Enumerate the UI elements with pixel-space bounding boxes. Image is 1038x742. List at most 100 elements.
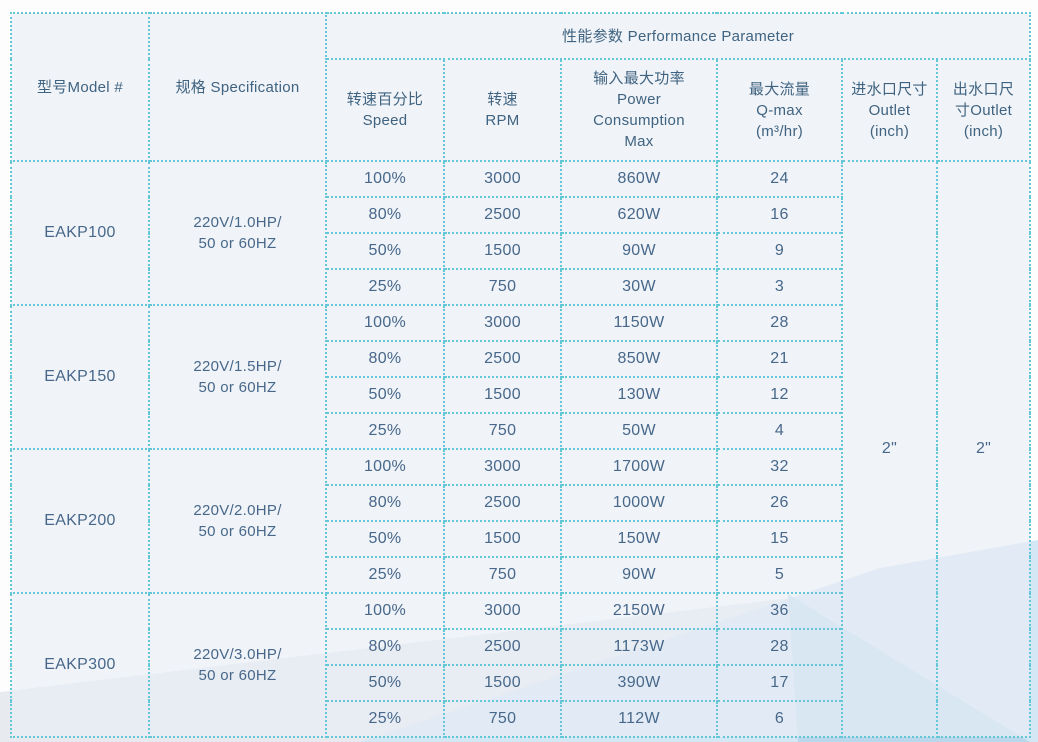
table-row: 50% 1500 90W 9 (11, 232, 1030, 270)
power-cell: 90W (560, 556, 718, 594)
rpm-cell: 750 (443, 268, 562, 306)
header-power-consumption: 输入最大功率 Power Consumption Max (560, 58, 718, 162)
table-row: 80% 2500 850W 21 (11, 340, 1030, 378)
rpm-cell: 1500 (443, 664, 562, 702)
table-row: 80% 2500 1000W 26 (11, 484, 1030, 522)
rpm-cell: 1500 (443, 232, 562, 270)
speed-cell: 25% (325, 700, 445, 738)
rpm-cell: 750 (443, 412, 562, 450)
table-row: 50% 1500 390W 17 (11, 664, 1030, 702)
speed-cell: 100% (325, 304, 445, 342)
qmax-cell: 36 (716, 592, 843, 630)
spec-cell: 220V/1.5HP/ 50 or 60HZ (148, 304, 327, 450)
power-cell: 1173W (560, 628, 718, 666)
table-row: EAKP200 220V/2.0HP/ 50 or 60HZ 100% 3000… (10, 448, 1030, 594)
power-cell: 390W (560, 664, 718, 702)
header-inlet-size: 进水口尺寸 Outlet (inch) (841, 58, 938, 162)
speed-cell: 100% (325, 592, 445, 630)
qmax-cell: 3 (716, 268, 843, 306)
header-outlet-size: 出水口尺 寸Outlet (inch) (935, 58, 1032, 162)
power-cell: 90W (560, 232, 718, 270)
rpm-cell: 1500 (443, 520, 562, 558)
power-cell: 850W (560, 340, 718, 378)
model-cell: EAKP300 (10, 592, 150, 738)
qmax-cell: 21 (716, 340, 843, 378)
table-row: EAKP100 220V/1.0HP/ 50 or 60HZ 100% 3000… (10, 160, 1032, 738)
power-cell: 1700W (560, 448, 718, 486)
speed-cell: 80% (325, 484, 445, 522)
table-row: 50% 1500 150W 15 (11, 520, 1030, 558)
header-model: 型号Model # (10, 12, 150, 162)
table-row: 25% 750 50W 4 (11, 412, 1030, 450)
power-cell: 50W (560, 412, 718, 450)
power-cell: 30W (560, 268, 718, 306)
qmax-cell: 24 (716, 160, 843, 198)
qmax-cell: 9 (716, 232, 843, 270)
power-cell: 860W (560, 160, 718, 198)
power-cell: 130W (560, 376, 718, 414)
rpm-cell: 750 (443, 556, 562, 594)
header-rpm: 转速 RPM (443, 58, 562, 162)
model-cell: EAKP100 (10, 160, 150, 306)
qmax-cell: 26 (716, 484, 843, 522)
qmax-cell: 32 (716, 448, 843, 486)
speed-cell: 25% (325, 268, 445, 306)
qmax-cell: 16 (716, 196, 843, 234)
rpm-cell: 2500 (443, 340, 562, 378)
power-cell: 1150W (560, 304, 718, 342)
table-row: EAKP150 220V/1.5HP/ 50 or 60HZ 100% 3000… (10, 304, 1030, 450)
header-performance-parameter: 性能参数 Performance Parameter (324, 12, 1032, 60)
header-specification: 规格 Specification (148, 12, 327, 162)
table-row: 80% 2500 1173W 28 (11, 628, 1030, 666)
model-cell: EAKP200 (10, 448, 150, 594)
rpm-cell: 750 (443, 700, 562, 738)
qmax-cell: 12 (716, 376, 843, 414)
rpm-cell: 3000 (443, 448, 562, 486)
power-cell: 1000W (560, 484, 718, 522)
rpm-cell: 2500 (443, 628, 562, 666)
performance-spec-table: 型号Model # 规格 Specification 性能参数 Performa… (10, 12, 1032, 738)
qmax-cell: 6 (716, 700, 843, 738)
speed-cell: 25% (325, 556, 445, 594)
qmax-cell: 4 (716, 412, 843, 450)
model-cell: EAKP150 (10, 304, 150, 450)
speed-cell: 80% (325, 196, 445, 234)
spec-cell: 220V/3.0HP/ 50 or 60HZ (148, 592, 327, 738)
header-qmax: 最大流量 Q-max (m³/hr) (716, 58, 843, 162)
rpm-cell: 3000 (443, 304, 562, 342)
header-speed-percent: 转速百分比 Speed (325, 58, 445, 162)
table-row: 25% 750 90W 5 (11, 556, 1030, 594)
table-row: 50% 1500 130W 12 (11, 376, 1030, 414)
power-cell: 620W (560, 196, 718, 234)
qmax-cell: 17 (716, 664, 843, 702)
speed-cell: 50% (325, 376, 445, 414)
speed-cell: 100% (325, 448, 445, 486)
inlet-size-cell: 2" (841, 160, 938, 738)
speed-cell: 80% (325, 340, 445, 378)
qmax-cell: 28 (716, 304, 843, 342)
speed-cell: 50% (325, 232, 445, 270)
qmax-cell: 15 (716, 520, 843, 558)
rpm-cell: 1500 (443, 376, 562, 414)
qmax-cell: 5 (716, 556, 843, 594)
speed-cell: 80% (325, 628, 445, 666)
table-row: 80% 2500 620W 16 (11, 196, 1030, 234)
rpm-cell: 3000 (443, 592, 562, 630)
rpm-cell: 2500 (443, 484, 562, 522)
power-cell: 112W (560, 700, 718, 738)
rpm-cell: 2500 (443, 196, 562, 234)
power-cell: 150W (560, 520, 718, 558)
table-row: 25% 750 112W 6 (11, 700, 1030, 738)
power-cell: 2150W (560, 592, 718, 630)
speed-cell: 50% (325, 520, 445, 558)
speed-cell: 25% (325, 412, 445, 450)
spec-cell: 220V/1.0HP/ 50 or 60HZ (148, 160, 327, 306)
rpm-cell: 3000 (443, 160, 562, 198)
qmax-cell: 28 (716, 628, 843, 666)
speed-cell: 100% (325, 160, 445, 198)
spec-cell: 220V/2.0HP/ 50 or 60HZ (148, 448, 327, 594)
speed-cell: 50% (325, 664, 445, 702)
outlet-size-cell: 2" (935, 160, 1032, 738)
table-row: EAKP300 220V/3.0HP/ 50 or 60HZ 100% 3000… (10, 592, 1030, 738)
